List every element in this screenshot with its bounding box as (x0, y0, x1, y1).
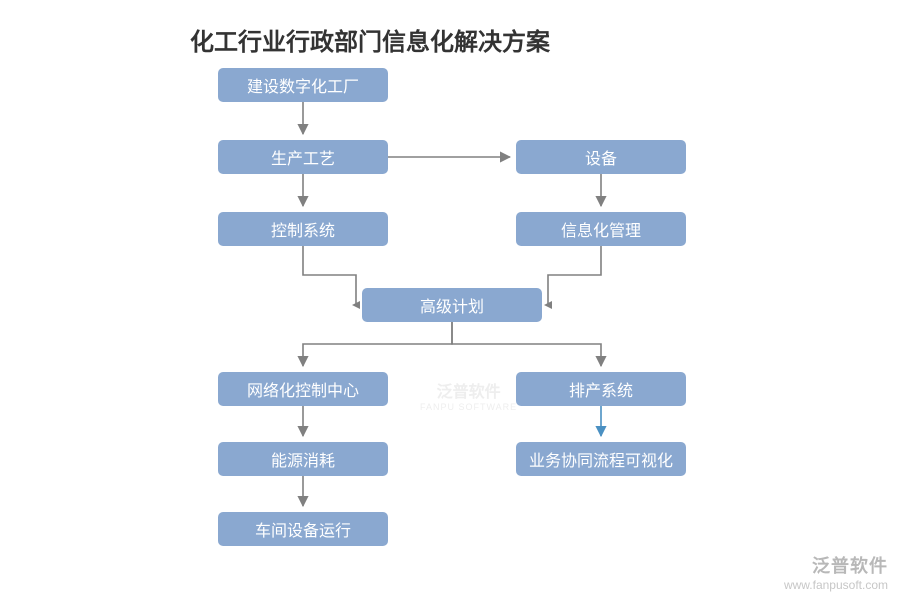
flow-node-n7: 网络化控制中心 (218, 372, 388, 406)
flow-node-label: 能源消耗 (271, 447, 335, 471)
flow-node-label: 高级计划 (420, 293, 484, 317)
flow-node-n8: 排产系统 (516, 372, 686, 406)
flow-node-n2: 生产工艺 (218, 140, 388, 174)
flow-node-label: 业务协同流程可视化 (529, 447, 673, 471)
flow-node-n4: 控制系统 (218, 212, 388, 246)
watermark-corner: 泛普软件 www.fanpusoft.com (784, 555, 888, 594)
flow-node-n10: 业务协同流程可视化 (516, 442, 686, 476)
flow-node-n5: 信息化管理 (516, 212, 686, 246)
flow-node-n1: 建设数字化工厂 (218, 68, 388, 102)
flow-node-n3: 设备 (516, 140, 686, 174)
flow-node-n11: 车间设备运行 (218, 512, 388, 546)
flow-node-label: 信息化管理 (561, 217, 641, 241)
flow-edge-arrow-5 (544, 301, 552, 309)
watermark-center: 泛普软件 FANPU SOFTWARE (420, 378, 517, 412)
flow-node-label: 控制系统 (271, 217, 335, 241)
flow-node-n9: 能源消耗 (218, 442, 388, 476)
flow-edge-6 (303, 322, 452, 366)
flow-node-label: 排产系统 (569, 377, 633, 401)
flow-node-label: 建设数字化工厂 (247, 73, 359, 97)
flow-node-label: 生产工艺 (271, 145, 335, 169)
flow-node-label: 网络化控制中心 (247, 377, 359, 401)
flow-edge-4 (303, 246, 356, 305)
flow-edge-arrow-4 (352, 301, 360, 309)
page-title: 化工行业行政部门信息化解决方案 (190, 22, 550, 57)
flow-node-n6: 高级计划 (362, 288, 542, 322)
flow-edge-5 (548, 246, 601, 305)
flow-edge-7 (452, 322, 601, 366)
flow-node-label: 设备 (585, 145, 617, 169)
flow-node-label: 车间设备运行 (255, 517, 351, 541)
